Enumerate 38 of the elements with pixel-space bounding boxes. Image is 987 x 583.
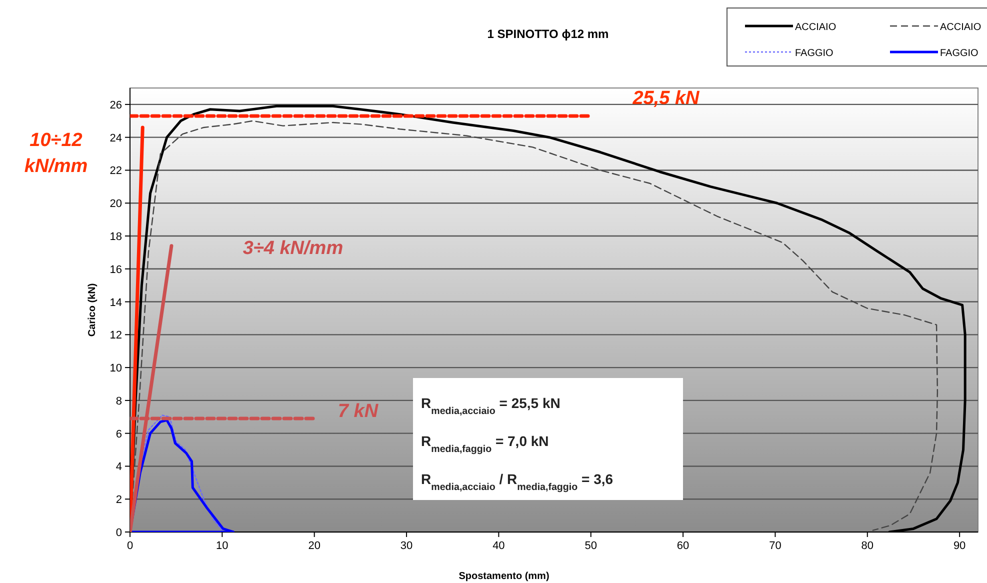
x-tick-label: 80 — [861, 540, 874, 552]
y-tick-label: 8 — [116, 395, 122, 408]
y-tick-label: 2 — [116, 494, 122, 506]
legend-label: FAGGIO — [940, 48, 979, 59]
x-tick-label: 60 — [676, 540, 690, 552]
y-tick-label: 6 — [116, 428, 122, 440]
y-tick-label: 26 — [110, 99, 122, 112]
x-tick-label: 50 — [584, 540, 597, 552]
annotation: R$_{media,faggio}$ = 7,0 kN — [421, 433, 549, 454]
x-tick-label: 30 — [400, 540, 413, 552]
annotation: 3÷4 kN/mm — [242, 238, 344, 259]
y-tick-label: 14 — [110, 296, 122, 309]
text: 10÷12 kN/mm — [24, 130, 88, 177]
annotation: 25,5 kN — [632, 88, 701, 109]
legend-label: ACCIAIO — [940, 22, 982, 33]
y-tick-label: 24 — [110, 132, 122, 144]
x-tick-label: 10 — [216, 540, 228, 552]
x-tick-label: 20 — [308, 540, 320, 552]
x-axis-title: Spostamento (mm) — [458, 571, 550, 582]
x-tick-label: 40 — [492, 540, 505, 552]
annotation: 7 kN — [338, 401, 380, 422]
x-tick-label: 70 — [769, 540, 782, 552]
y-tick-label: 10 — [110, 362, 122, 375]
chart-title: 1 SPINOTTO ϕ12 mm — [487, 27, 609, 41]
y-tick-label: 20 — [110, 198, 122, 210]
y-tick-label: 0 — [116, 527, 122, 539]
x-tick-label: 0 — [126, 540, 134, 552]
annotation: R$_{media,acciaio}$ = 25,5 kN — [421, 395, 560, 416]
y-tick-label: 22 — [110, 165, 122, 178]
x-tick-label: 90 — [953, 540, 966, 552]
annotation: R$_{media,acciaio}$ / R$_{media,faggio}$ = 3,6 — [421, 471, 614, 492]
y-tick-label: 4 — [116, 461, 122, 474]
legend-label: FAGGIO — [795, 48, 834, 59]
legend-label: ACCIAIO — [795, 22, 836, 33]
y-tick-label: 12 — [110, 330, 122, 342]
y-axis-title: Carico (kN) — [87, 283, 98, 337]
y-tick-label: 18 — [110, 231, 122, 243]
y-tick-label: 16 — [110, 264, 122, 276]
